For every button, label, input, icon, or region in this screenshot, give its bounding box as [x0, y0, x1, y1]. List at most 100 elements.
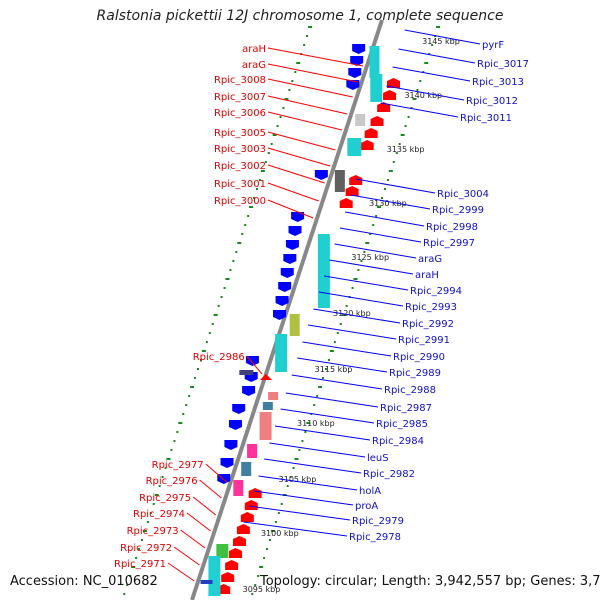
leader-line — [253, 490, 354, 506]
ruler-tick — [313, 404, 316, 406]
ruler-tick — [336, 332, 339, 334]
leader-line — [246, 355, 263, 375]
reverse-gene-arrow — [272, 310, 286, 320]
left-gene-label: araH — [242, 44, 266, 55]
right-gene-label: Rpic_3011 — [460, 113, 512, 124]
ruler-tick — [164, 467, 167, 469]
ruler-tick — [282, 107, 285, 109]
ruler-tick — [277, 512, 280, 514]
leader-line — [291, 374, 383, 390]
ruler-tick — [213, 314, 218, 316]
ruler-tick — [208, 332, 211, 334]
gene-block — [208, 556, 221, 596]
ruler-tick — [360, 260, 363, 262]
reverse-gene-arrow — [352, 44, 366, 54]
scale-label: 3125 kbp — [351, 253, 389, 262]
ruler-tick — [260, 170, 265, 172]
ruler-tick — [294, 458, 299, 460]
leader-line — [264, 458, 362, 474]
right-gene-label: Rpic_2993 — [405, 302, 457, 313]
leader-line — [350, 194, 431, 210]
right-gene-label: Rpic_2990 — [393, 352, 445, 363]
gene-block — [200, 580, 213, 584]
ruler-tick — [263, 557, 266, 559]
ruler-tick — [398, 143, 401, 145]
ruler-tick — [194, 377, 197, 379]
forward-gene-arrow — [260, 374, 272, 380]
leader-line — [267, 111, 343, 131]
ruler-tick — [324, 368, 327, 370]
forward-gene-arrow — [349, 175, 363, 185]
right-gene-label: Rpic_2994 — [410, 286, 462, 297]
ruler-tick — [357, 269, 360, 271]
forward-gene-arrow — [360, 140, 374, 150]
ruler-tick — [223, 287, 226, 289]
leader-line — [339, 227, 422, 243]
left-gene-label: Rpic_2972 — [120, 543, 172, 554]
scale-label: 3105 kbp — [279, 475, 317, 484]
leader-line — [243, 521, 348, 537]
ruler-tick — [140, 539, 143, 541]
ruler-tick — [383, 188, 386, 190]
ruler-tick — [289, 476, 292, 478]
left-gene-labels: araH araG Rpic_3008 Rpic_3007 Rpic_3006 Rpic_… — [114, 44, 364, 582]
gene-block — [355, 114, 366, 126]
left-gene-label: Rpic_2986 — [193, 352, 245, 363]
leader-line — [318, 291, 404, 307]
ruler-tick — [235, 251, 238, 253]
ruler-tick — [274, 521, 277, 523]
ruler-tick — [416, 89, 419, 91]
ruler-tick — [255, 188, 258, 190]
ruler-tick — [123, 593, 126, 595]
ruler-tick — [142, 530, 147, 532]
leader-line — [267, 131, 336, 151]
reverse-gene-arrow — [232, 404, 246, 414]
right-gene-label: araH — [415, 270, 439, 281]
gene-block — [275, 334, 288, 372]
ruler-tick — [258, 179, 261, 181]
reverse-gene-arrow — [314, 170, 328, 180]
forward-gene-arrow — [345, 186, 359, 196]
map-title: Ralstonia pickettii 12J chromosome 1, co… — [96, 8, 504, 24]
leader-line — [199, 479, 222, 499]
right-gene-label: Rpic_2984 — [372, 436, 424, 447]
ruler-tick — [386, 179, 389, 181]
gene-block — [216, 544, 229, 558]
ruler-tick — [272, 134, 277, 136]
ruler-tick — [395, 152, 398, 154]
leader-line — [267, 47, 364, 67]
reverse-gene-arrow — [350, 56, 364, 66]
ruler-tick — [327, 359, 330, 361]
scale-label: 3130 kbp — [369, 199, 407, 208]
topology-summary: Topology: circular; Length: 3,942,557 bp… — [260, 574, 600, 589]
scale-label: 3095 kbp — [243, 585, 281, 594]
right-gene-label: Rpic_2987 — [380, 403, 432, 414]
leader-line — [324, 275, 409, 291]
gene-features — [200, 44, 400, 596]
ruler-tick — [353, 278, 358, 280]
scale-label: 3110 kbp — [297, 419, 335, 428]
right-gene-labels: pyrF Rpic_3017 Rpic_3013 Rpic_3012 Rpic_3011… — [243, 29, 529, 543]
right-gene-label: Rpic_2989 — [389, 368, 441, 379]
gene-block — [241, 462, 252, 476]
ruler-tick — [422, 71, 425, 73]
left-gene-label: Rpic_3005 — [214, 128, 266, 139]
leader-line — [334, 243, 417, 259]
ruler-tick — [220, 296, 223, 298]
ruler-tick — [279, 116, 282, 118]
right-gene-label: Rpic_2978 — [349, 532, 401, 543]
ruler-tick — [412, 98, 417, 100]
reverse-gene-arrow — [285, 240, 299, 250]
ruler-tick — [173, 440, 176, 442]
ruler-tick — [372, 224, 375, 226]
leader-line — [345, 211, 425, 227]
left-gene-label: araG — [242, 60, 266, 71]
leader-line — [269, 442, 366, 458]
forward-gene-arrow — [244, 500, 258, 510]
ruler-tick — [205, 341, 208, 343]
ruler-tick — [247, 215, 250, 217]
gene-block — [262, 402, 273, 410]
ruler-dots-right — [251, 26, 441, 595]
leader-line — [186, 512, 211, 532]
